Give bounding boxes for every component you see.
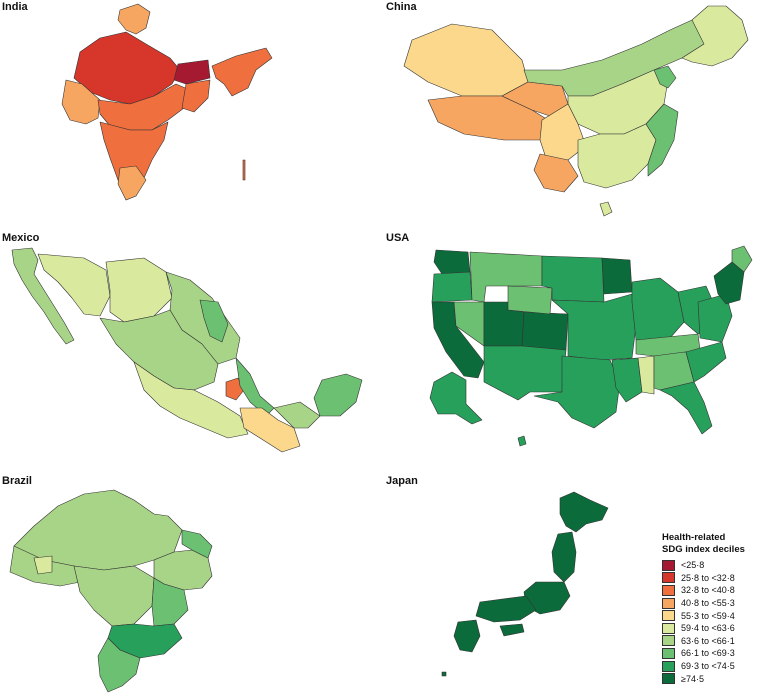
china-east-coast — [645, 103, 679, 177]
japan-title: Japan — [386, 475, 418, 487]
legend-label: ≥74·5 — [681, 673, 704, 684]
mexico-baja-california — [11, 247, 75, 345]
legend-label: 32·8 to <40·8 — [681, 585, 735, 596]
legend-swatch — [662, 610, 675, 622]
brazil-northeast-coast — [181, 529, 213, 559]
legend-swatch — [662, 660, 675, 672]
legend-swatch — [662, 597, 675, 609]
japan-okinawa — [441, 671, 447, 677]
japan-shikoku — [499, 623, 525, 637]
china-xinjiang — [403, 23, 529, 97]
brazil-map — [9, 489, 213, 693]
usa-arkansas-louisiana — [611, 357, 643, 403]
usa-tennessee-kentucky — [635, 333, 701, 357]
legend-label: 66·1 to <69·3 — [681, 648, 735, 659]
brazil-south — [97, 637, 141, 693]
legend-item: 40·8 to <55·3 — [662, 597, 760, 610]
japan-hokkaido — [559, 491, 609, 533]
usa-map — [429, 245, 753, 447]
legend-swatch — [662, 673, 675, 685]
legend-item: ≥74·5 — [662, 672, 760, 685]
legend-swatch — [662, 559, 675, 571]
japan-tohoku — [551, 531, 577, 583]
mexico-oaxaca — [239, 407, 301, 453]
india-western-states — [61, 79, 101, 125]
mexico-tabasco — [273, 401, 321, 429]
legend-item: <25·8 — [662, 559, 760, 572]
china-title: China — [386, 1, 417, 13]
india-east-states — [181, 79, 211, 113]
legend-label: 69·3 to <74·5 — [681, 661, 735, 672]
japan-kyushu — [453, 619, 481, 653]
india-northeast-states — [211, 47, 273, 97]
china-yunnan — [533, 153, 579, 193]
brazil-acre — [33, 555, 53, 575]
legend-label: 55·3 to <59·4 — [681, 610, 735, 621]
legend-item: 69·3 to <74·5 — [662, 660, 760, 673]
mexico-veracruz — [235, 357, 275, 417]
usa-mississippi — [637, 355, 655, 395]
mexico-title: Mexico — [2, 232, 40, 244]
china-beijing-area — [653, 65, 677, 89]
legend-title: Health-related SDG index deciles — [662, 532, 760, 556]
india-map — [61, 3, 273, 201]
mexico-sonora — [37, 253, 111, 317]
brazil-bahia — [151, 577, 189, 627]
usa-title: USA — [386, 232, 410, 244]
legend-item: 55·3 to <59·4 — [662, 609, 760, 622]
mexico-yucatan — [313, 373, 363, 417]
china-map — [403, 5, 749, 217]
usa-washington — [433, 249, 471, 275]
legend-swatch — [662, 622, 675, 634]
brazil-center-west — [73, 565, 155, 627]
legend-label: <25·8 — [681, 560, 705, 571]
usa-maine — [731, 245, 753, 273]
japan-kinki-chugoku — [475, 595, 537, 623]
usa-wyoming — [507, 285, 553, 315]
legend-label: 63·6 to <66·1 — [681, 635, 735, 646]
legend-item: 59·4 to <63·6 — [662, 622, 760, 635]
mexico-chihuahua — [105, 257, 173, 323]
japan-map — [441, 491, 609, 677]
mexico-pacific-coast — [133, 361, 249, 439]
legend-swatch — [662, 635, 675, 647]
china-hainan — [599, 201, 613, 217]
legend-swatch — [662, 572, 675, 584]
legend-items: <25·8 25·8 to <32·8 32·8 to <40·8 40·8 to <… — [662, 559, 760, 685]
india-north-states — [117, 3, 151, 35]
legend-label: 40·8 to <55·3 — [681, 598, 735, 609]
usa-central-plains — [551, 293, 637, 361]
usa-carolinas — [685, 341, 727, 383]
mexico-nuevo-leon — [199, 299, 229, 343]
usa-southwest — [483, 345, 567, 401]
usa-minnesota — [601, 257, 633, 295]
usa-alaska — [429, 371, 483, 425]
legend-title-line2: SDG index deciles — [662, 544, 745, 555]
usa-oregon — [431, 271, 473, 303]
india-title: India — [2, 1, 28, 13]
mexico-map — [11, 247, 363, 453]
usa-hawaii — [517, 435, 527, 447]
legend-item: 32·8 to <40·8 — [662, 584, 760, 597]
legend: Health-related SDG index deciles <25·8 25… — [662, 532, 760, 685]
china-northeast — [681, 5, 749, 67]
legend-item: 66·1 to <69·3 — [662, 647, 760, 660]
china-sichuan — [539, 103, 587, 161]
india-islands — [242, 159, 246, 181]
japan-kanto-chubu — [523, 581, 571, 615]
brazil-title: Brazil — [2, 475, 32, 487]
india-bihar-jharkhand — [173, 59, 211, 85]
legend-label: 25·8 to <32·8 — [681, 572, 735, 583]
legend-title-line1: Health-related — [662, 532, 726, 543]
usa-midwest — [631, 277, 685, 341]
legend-label: 59·4 to <63·6 — [681, 623, 735, 634]
legend-swatch — [662, 584, 675, 596]
usa-florida — [659, 381, 713, 435]
usa-colorado — [521, 311, 569, 351]
legend-item: 25·8 to <32·8 — [662, 572, 760, 585]
india-kerala-tn — [117, 165, 147, 201]
legend-item: 63·6 to <66·1 — [662, 635, 760, 648]
legend-swatch — [662, 647, 675, 659]
